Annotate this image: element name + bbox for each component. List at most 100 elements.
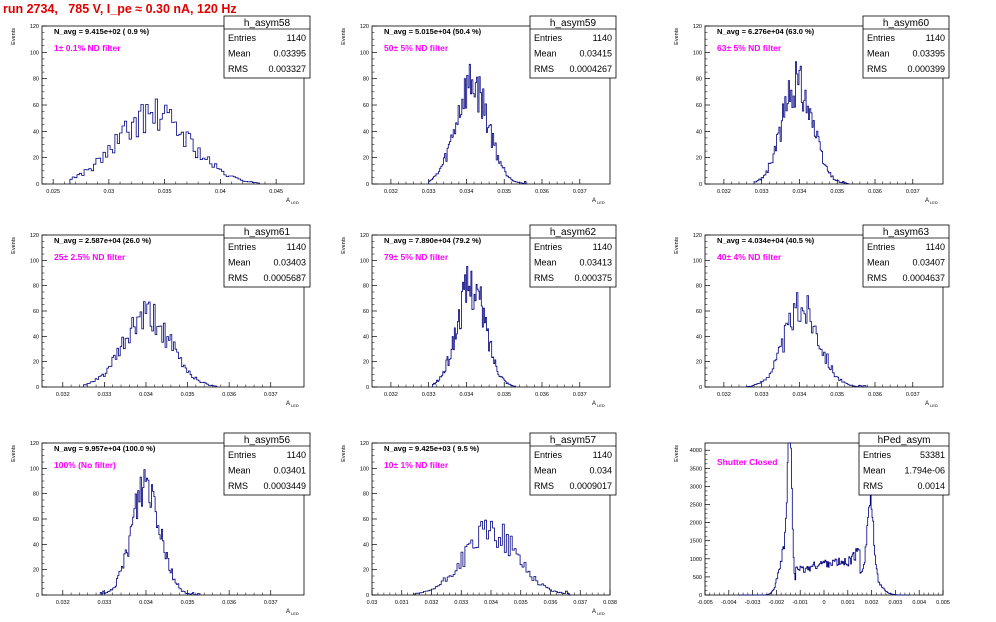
stats-value-mean: 0.03401	[273, 466, 306, 476]
y-tick-label: 500	[693, 575, 702, 581]
y-tick-label: 100	[360, 466, 369, 472]
stats-title: h_asym63	[883, 227, 930, 238]
stats-value-rms: 0.0005687	[263, 273, 306, 283]
y-tick-label: 4000	[690, 448, 702, 454]
y-tick-label: 0	[699, 385, 702, 391]
x-tick-label: -0.005	[697, 600, 713, 606]
y-tick-label: 0	[36, 182, 39, 188]
stats-value-mean: 0.03413	[579, 258, 612, 268]
stats-value-mean: 0.03415	[579, 49, 612, 59]
x-tick-label: 0.04	[215, 189, 226, 195]
y-tick-label: 80	[33, 492, 39, 498]
x-axis-title: A	[286, 198, 290, 204]
navg-label: N_avg = 6.276e+04 (63.0 %)	[717, 27, 815, 36]
stats-value-mean: 0.034	[589, 466, 612, 476]
x-axis-title: A	[592, 198, 596, 204]
stats-box: h_asym60 Entries 1140 Mean 0.03395 RMS 0.00039…	[862, 15, 950, 79]
stats-key-entries: Entries	[228, 450, 257, 460]
x-tick-label: 0.002	[865, 600, 879, 606]
x-tick-label: 0.035	[497, 392, 511, 398]
y-tick-label: 60	[363, 309, 369, 315]
stats-value-entries: 1140	[593, 242, 612, 252]
stats-key-entries: Entries	[867, 33, 896, 43]
stats-key-rms: RMS	[534, 481, 554, 491]
stats-box: h_asym57 Entries 1140 Mean 0.034 RMS 0.0009017	[529, 432, 617, 496]
navg-label: N_avg = 5.015e+04 (50.4 %)	[384, 27, 482, 36]
x-tick-label: 0.037	[573, 600, 587, 606]
y-tick-label: 120	[360, 441, 369, 447]
x-tick-label: 0.032	[717, 392, 731, 398]
y-tick-label: 0	[366, 385, 369, 391]
x-axis-title-subscript: LED	[291, 403, 299, 408]
histogram-panel-h_asym59: 0 20 40 60 80 100 120 0.032 0.033 0.034 0.035 0.036…	[341, 15, 617, 205]
y-tick-label: 100	[30, 466, 39, 472]
stats-value-rms: 0.0014	[917, 481, 945, 491]
stats-key-mean: Mean	[534, 49, 557, 59]
stats-box: h_asym63 Entries 1140 Mean 0.03407 RMS 0.00046…	[862, 224, 950, 288]
histogram-panel-h_asym60: 0 20 40 60 80 100 120 0.032 0.033 0.034 0.035 0.036…	[674, 15, 950, 205]
x-tick-label: 0.035	[181, 392, 195, 398]
y-tick-label: 2000	[690, 521, 702, 527]
stats-key-mean: Mean	[228, 49, 251, 59]
stats-key-entries: Entries	[534, 450, 563, 460]
y-tick-label: 40	[363, 334, 369, 340]
filter-annotation: 10± 1% ND filter	[384, 460, 449, 470]
y-tick-label: 80	[696, 77, 702, 83]
y-tick-label: 80	[363, 284, 369, 290]
stats-value-rms: 0.0009017	[569, 481, 612, 491]
x-tick-label: -0.004	[721, 600, 737, 606]
stats-key-entries: Entries	[534, 33, 563, 43]
histogram-line	[753, 61, 849, 184]
x-axis-title: A	[286, 609, 290, 615]
stats-title: h_asym59	[550, 18, 597, 29]
x-tick-label: 0.004	[912, 600, 926, 606]
x-tick-label: 0.033	[422, 189, 436, 195]
stats-title: hPed_asym	[878, 435, 931, 446]
stats-box-frame	[223, 15, 311, 79]
x-tick-label: 0.037	[264, 600, 278, 606]
x-axis-title: A	[592, 401, 596, 407]
y-tick-label: 120	[693, 233, 702, 239]
stats-key-rms: RMS	[228, 273, 248, 283]
histogram-line	[428, 63, 527, 185]
y-tick-label: 0	[36, 385, 39, 391]
y-tick-label: 0	[366, 593, 369, 599]
x-tick-label: 0.033	[755, 189, 769, 195]
y-tick-label: 40	[696, 129, 702, 135]
x-axis-title: A	[286, 401, 290, 407]
y-tick-label: 20	[33, 360, 39, 366]
y-tick-label: 120	[360, 233, 369, 239]
x-tick-label: 0.036	[868, 189, 882, 195]
x-axis-title-subscript: LED	[930, 200, 938, 205]
x-tick-label: 0.035	[181, 600, 195, 606]
stats-key-mean: Mean	[228, 466, 251, 476]
x-tick-label: 0.032	[56, 392, 70, 398]
run-title: run 2734, 785 V, I_pe ≈ 0.30 nA, 120 Hz	[3, 2, 237, 16]
stats-title: h_asym57	[550, 435, 597, 446]
y-tick-label: 60	[363, 517, 369, 523]
histogram-panel-h_asym57: 0 20 40 60 80 100 120 0.03 0.031 0.032 0.033 0.034 0…	[341, 432, 617, 616]
stats-value-rms: 0.0003449	[263, 481, 306, 491]
y-tick-label: 0	[366, 182, 369, 188]
y-tick-label: 100	[360, 50, 369, 56]
histogram-line	[746, 292, 868, 388]
y-axis-title: Events	[674, 445, 680, 462]
y-tick-label: 120	[30, 233, 39, 239]
y-tick-label: 60	[33, 103, 39, 109]
x-tick-label: 0.033	[97, 392, 111, 398]
stats-box-frame	[858, 432, 950, 496]
x-tick-label: 0.003	[889, 600, 903, 606]
filter-annotation: 25± 2.5% ND filter	[54, 252, 126, 262]
x-tick-label: -0.001	[792, 600, 808, 606]
x-axis-title: A	[925, 401, 929, 407]
y-axis-title: Events	[341, 237, 347, 254]
filter-annotation: 50± 5% ND filter	[384, 43, 449, 53]
filter-annotation: 79± 5% ND filter	[384, 252, 449, 262]
x-tick-label: 0.036	[535, 189, 549, 195]
y-tick-label: 60	[363, 103, 369, 109]
x-tick-label: 0.033	[454, 600, 468, 606]
stats-value-entries: 1140	[287, 242, 306, 252]
x-tick-label: 0.037	[264, 392, 278, 398]
y-axis-title: Events	[341, 28, 347, 45]
